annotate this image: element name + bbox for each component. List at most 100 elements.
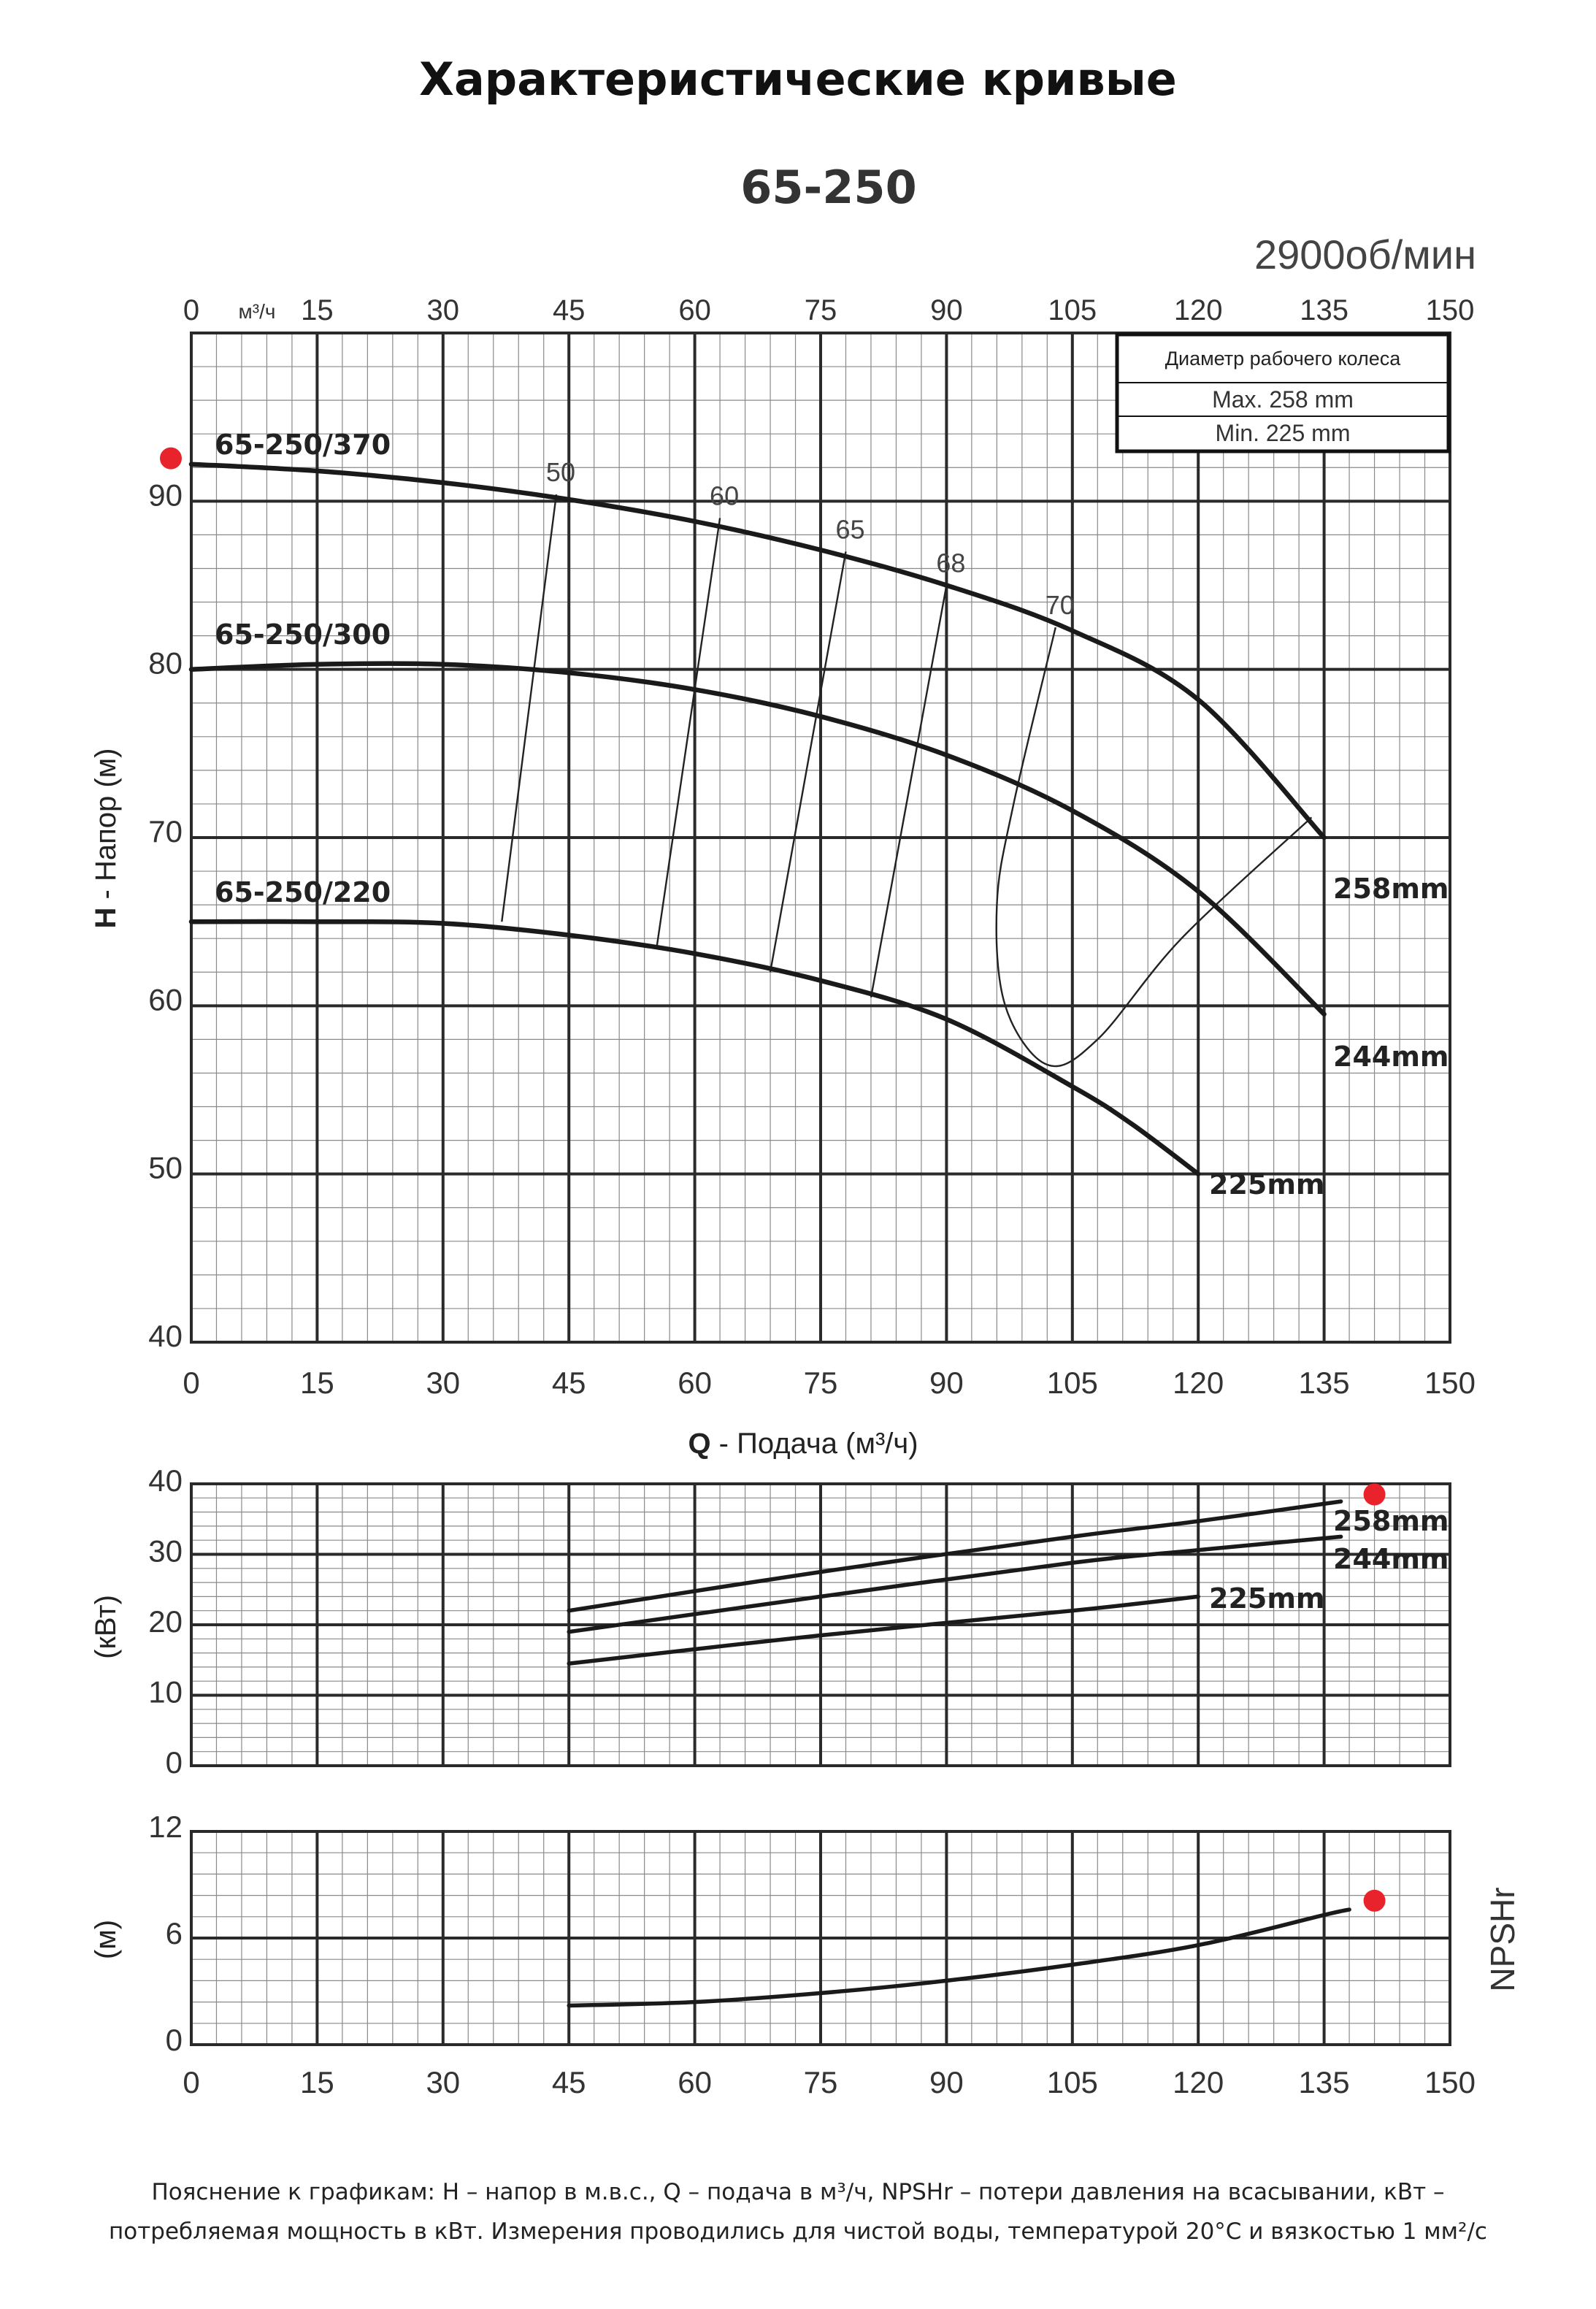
x-tick-label: 75 — [804, 1366, 838, 1400]
curve-label: 225mm — [1209, 1168, 1325, 1201]
curve-label: 258mm — [1333, 1505, 1449, 1537]
plot-frame — [190, 1482, 1451, 1767]
efficiency-curve-60 — [656, 518, 721, 946]
x-tick-label: 135 — [1299, 2065, 1350, 2099]
y-tick-label: 60 — [148, 982, 183, 1016]
curve-label: 244mm — [1333, 1041, 1449, 1073]
power-curve-225mm — [567, 1594, 1200, 1666]
top-x-tick-label: 60 — [678, 294, 711, 326]
plot-frame — [190, 1830, 1451, 2046]
x-tick-label: 0 — [183, 1366, 199, 1400]
y-axis-label-text: - Напор (м) — [90, 748, 122, 900]
plot-frame — [190, 332, 1451, 1344]
x-tick-label: 45 — [552, 1366, 586, 1400]
x-tick-label: 150 — [1424, 1366, 1476, 1400]
red-marker — [1363, 1889, 1386, 1912]
x-tick-label: 105 — [1047, 1366, 1098, 1400]
y-tick-label: 40 — [148, 1463, 183, 1498]
curve-label: 244mm — [1333, 1543, 1449, 1575]
y-tick-label: 10 — [148, 1675, 183, 1709]
footer-note: Пояснение к графикам: H – напор в м.в.с.… — [109, 2179, 1487, 2245]
y-tick-label: 50 — [148, 1151, 183, 1185]
y-tick-label: 90 — [148, 478, 183, 512]
efficiency-label: 60 — [710, 480, 739, 510]
x-tick-label: 30 — [426, 1366, 460, 1400]
x-tick-label: 15 — [300, 2065, 334, 2099]
x-tick-label: 30 — [426, 2065, 460, 2099]
page-title: Характеристические кривые — [419, 53, 1177, 106]
x-tick-label: 120 — [1173, 1366, 1224, 1400]
model-label: 65-250/220 — [215, 876, 391, 908]
x-axis-label: Q - Подача (м³/ч) — [688, 1428, 918, 1460]
x-tick-label: 105 — [1047, 2065, 1098, 2099]
efficiency-label: 68 — [936, 548, 965, 578]
y-tick-label: 0 — [166, 2023, 183, 2057]
y-tick-label: 40 — [148, 1319, 183, 1353]
y-tick-label: 30 — [148, 1534, 183, 1569]
x-tick-label: 60 — [678, 1366, 712, 1400]
y-tick-label: 6 — [166, 1916, 183, 1950]
x-tick-label: 75 — [804, 2065, 838, 2099]
top-x-tick-label: 150 — [1426, 294, 1475, 326]
top-x-tick-label: 135 — [1300, 294, 1348, 326]
x-tick-label: 0 — [183, 2065, 199, 2099]
head-chart: 65-250 2900об/мин 0 15 30 45 60 75 90 105 120 135 15… — [90, 161, 1476, 1460]
top-axis-unit: м³/ч — [239, 300, 276, 323]
top-x-tick-label: 120 — [1174, 294, 1223, 326]
chart-title: 65-250 — [740, 161, 916, 214]
x-tick-label: 90 — [929, 2065, 964, 2099]
y-tick-label: 80 — [148, 646, 183, 681]
top-x-tick-label: 105 — [1048, 294, 1097, 326]
power-curve-258mm — [567, 1499, 1343, 1613]
top-x-tick-label: 75 — [805, 294, 837, 326]
x-tick-label: 150 — [1424, 2065, 1476, 2099]
x-tick-label: 135 — [1299, 1366, 1350, 1400]
diameter-legend-box — [1115, 332, 1451, 453]
x-axis-label-text: - Подача (м³/ч) — [719, 1428, 918, 1460]
head-curve-225mm — [188, 919, 1201, 1176]
y-tick-label: 20 — [148, 1604, 183, 1639]
y-tick-label: 0 — [166, 1745, 183, 1780]
top-x-tick-label: 0 — [183, 294, 199, 326]
efficiency-label: 70 — [1046, 590, 1075, 620]
red-marker — [160, 447, 182, 470]
efficiency-curve-50 — [501, 494, 558, 922]
efficiency-label: 65 — [835, 514, 864, 544]
x-tick-label: 90 — [929, 1366, 964, 1400]
efficiency-curve-68 — [870, 585, 948, 998]
x-axis-label-symbol: Q — [688, 1428, 718, 1460]
top-x-tick-label: 45 — [553, 294, 586, 326]
red-marker — [1363, 1483, 1386, 1506]
power-curve-244mm — [567, 1534, 1343, 1634]
top-x-tick-label: 15 — [301, 294, 334, 326]
legend-row: Max. 258 mm — [1212, 386, 1354, 413]
model-label: 65-250/370 — [215, 429, 391, 461]
efficiency-curve-65 — [769, 551, 847, 973]
efficiency-label: 50 — [546, 457, 575, 487]
head-curve-244mm — [188, 661, 1327, 1017]
x-tick-label: 45 — [552, 2065, 586, 2099]
model-label: 65-250/300 — [215, 619, 391, 651]
legend-title: Диаметр рабочего колеса — [1165, 348, 1402, 369]
top-x-tick-label: 90 — [930, 294, 963, 326]
x-tick-label: 120 — [1173, 2065, 1224, 2099]
y-tick-label: 12 — [148, 1810, 183, 1844]
curve-label: 258mm — [1333, 873, 1449, 905]
curve-label: 225mm — [1209, 1582, 1325, 1615]
x-tick-label: 15 — [300, 1366, 334, 1400]
head-curve-258mm — [188, 462, 1327, 840]
y-axis-label: (м) — [90, 1920, 122, 1959]
npsh-curve — [567, 1907, 1351, 2008]
efficiency-curve-70 — [995, 627, 1313, 1068]
y-axis-label-symbol: H — [90, 899, 122, 928]
y-axis-label: (кВт) — [90, 1595, 122, 1659]
x-tick-label: 60 — [678, 2065, 712, 2099]
speed-label: 2900об/мин — [1254, 231, 1476, 277]
y-axis-label: H - Напор (м) — [90, 748, 122, 929]
top-x-tick-label: 30 — [427, 294, 460, 326]
legend-row: Min. 225 mm — [1216, 420, 1351, 446]
npshr-label: NPSHr — [1484, 1887, 1522, 1991]
